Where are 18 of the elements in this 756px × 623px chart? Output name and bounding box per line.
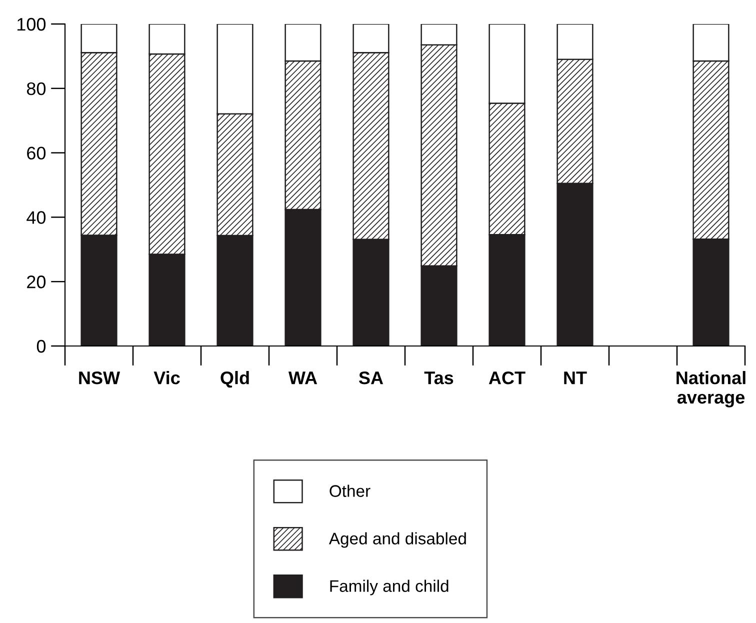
legend-label: Aged and disabled — [328, 532, 466, 548]
legend-label: Family and child — [330, 580, 448, 596]
y-tick-label: 60 — [27, 146, 46, 160]
y-tick-label: 40 — [26, 211, 46, 224]
x-tick-label: SA — [358, 371, 384, 384]
y-tick-label: 0 — [36, 340, 46, 353]
x-tick-label: NT — [564, 372, 587, 384]
y-tick-label: 100 — [18, 18, 46, 31]
x-tick-label: Qld — [220, 371, 249, 388]
x-tick-label: ACT — [488, 371, 526, 384]
x-tick-label: NSW — [79, 371, 120, 384]
x-tick-label: Tas — [424, 372, 454, 384]
y-tick-label: 80 — [26, 82, 46, 96]
legend-label: Other — [330, 484, 370, 497]
x-tick-label: National average — [676, 371, 746, 408]
x-tick-label: WA — [288, 372, 318, 384]
y-tick-label: 20 — [27, 276, 46, 288]
x-tick-label: Vic — [154, 371, 180, 384]
